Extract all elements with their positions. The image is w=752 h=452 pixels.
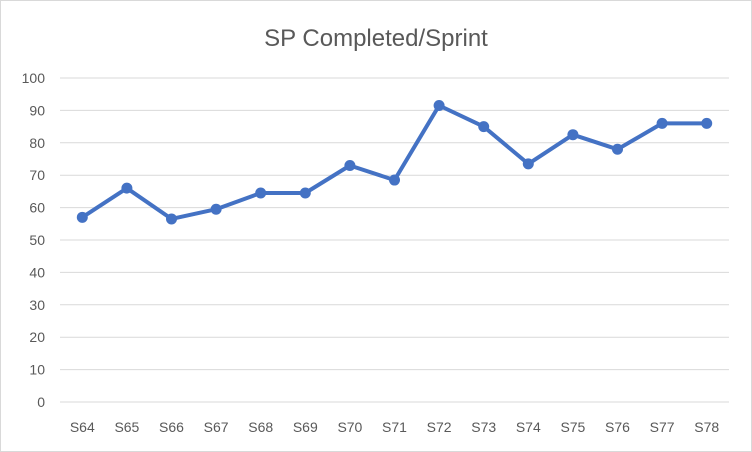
data-point (522, 158, 534, 170)
y-axis-ticks: 0 10 20 30 40 50 60 70 80 90 100 (22, 70, 46, 410)
y-tick-label: 70 (29, 167, 45, 183)
data-point (612, 143, 623, 155)
gridlines (60, 77, 729, 403)
y-tick-label: 60 (29, 200, 45, 216)
data-point (389, 174, 400, 186)
x-tick-label: S64 (70, 419, 95, 435)
y-tick-label: 50 (29, 232, 45, 248)
x-axis-ticks: S64 S65 S66 S67 S68 S69 S70 S71 S72 S73 S74 S75 S76 S… (70, 419, 720, 435)
y-tick-label: 10 (29, 362, 45, 378)
data-point (433, 100, 445, 112)
data-point (344, 159, 356, 171)
data-point (121, 182, 133, 194)
data-point (255, 187, 267, 199)
x-tick-label: S72 (427, 419, 452, 435)
x-tick-label: S77 (650, 419, 675, 435)
x-tick-label: S75 (560, 419, 585, 435)
chart-title: SP Completed/Sprint (264, 25, 488, 52)
y-tick-label: 30 (29, 297, 45, 313)
y-tick-label: 90 (29, 102, 45, 118)
data-point (299, 187, 311, 199)
data-point (656, 117, 668, 129)
series-layer (76, 100, 713, 225)
data-point (701, 117, 713, 129)
data-point (567, 129, 579, 141)
y-tick-label: 80 (29, 135, 45, 151)
x-tick-label: S70 (337, 419, 362, 435)
x-tick-label: S71 (382, 419, 407, 435)
y-tick-label: 0 (37, 394, 45, 410)
x-tick-label: S65 (114, 419, 139, 435)
data-point (478, 121, 490, 133)
x-tick-label: S67 (204, 419, 229, 435)
data-point (76, 211, 88, 223)
x-tick-label: S69 (293, 419, 318, 435)
data-point (166, 213, 177, 225)
y-tick-label: 40 (29, 264, 45, 280)
series-line (80, 103, 709, 221)
y-tick-label: 100 (22, 70, 46, 86)
x-tick-label: S78 (694, 419, 719, 435)
x-tick-label: S68 (248, 419, 273, 435)
x-tick-label: S74 (516, 419, 541, 435)
y-tick-label: 20 (29, 329, 45, 345)
x-tick-label: S76 (605, 419, 630, 435)
data-point (210, 203, 222, 215)
x-tick-label: S66 (159, 419, 184, 435)
x-tick-label: S73 (471, 419, 496, 435)
